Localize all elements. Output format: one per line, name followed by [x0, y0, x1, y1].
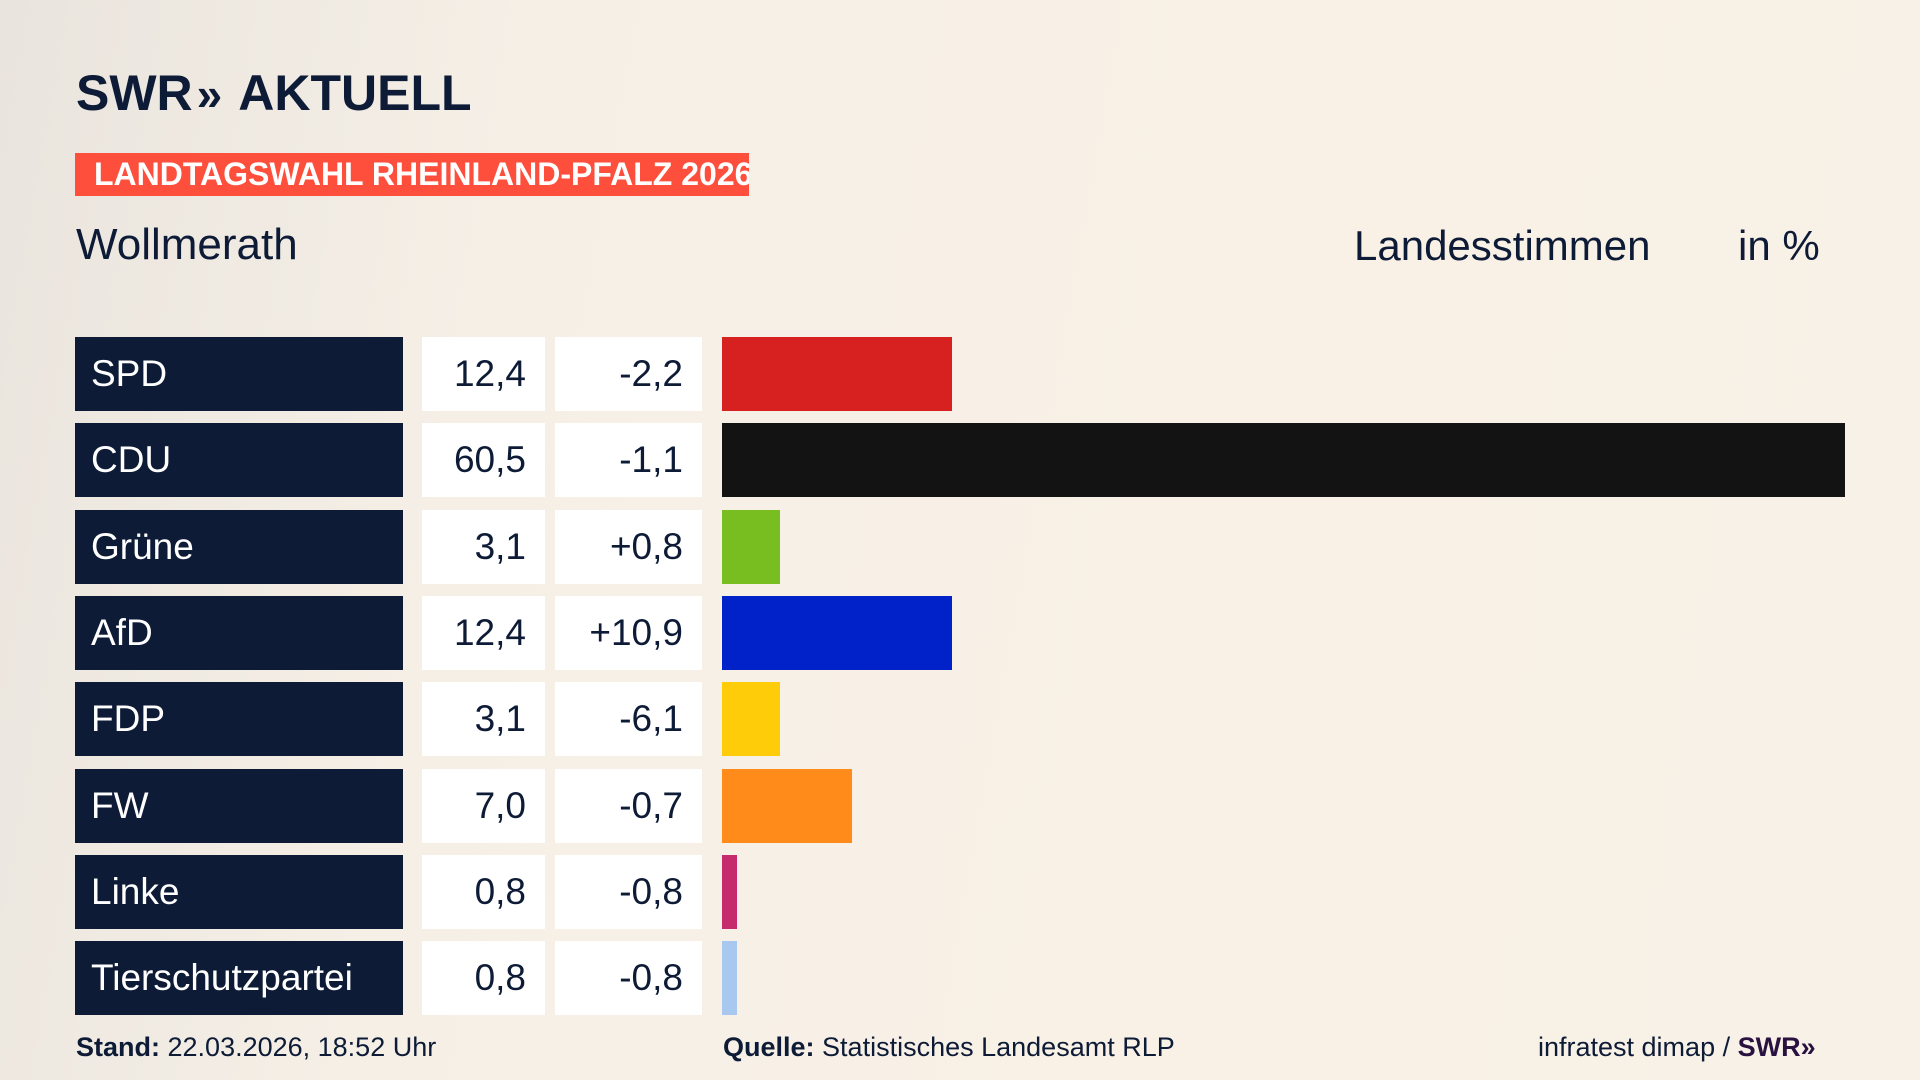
bar-spd: [722, 337, 953, 411]
bar-cdu: [722, 423, 1845, 498]
logo-product: AKTUELL: [238, 65, 472, 121]
result-row-1: CDU 60,5 -1,1: [0, 423, 1920, 498]
vote-share: 3,1: [422, 509, 545, 584]
logo-brand: SWR: [76, 65, 193, 121]
vote-share: 0,8: [422, 854, 545, 929]
vote-change: -6,1: [555, 682, 702, 757]
credit: infratest dimap / SWR»: [1538, 1032, 1816, 1063]
party-name: FW: [75, 768, 403, 843]
vote-share: 60,5: [422, 423, 545, 498]
vote-change: -0,8: [555, 854, 702, 929]
stand-value: 22.03.2026, 18:52 Uhr: [167, 1032, 437, 1062]
vote-change: +10,9: [555, 595, 702, 670]
result-row-6: Linke 0,8 -0,8: [0, 854, 1920, 929]
bar-fw: [722, 768, 852, 843]
source-label: Quelle:: [723, 1032, 815, 1062]
vote-share: 0,8: [422, 941, 545, 1016]
swr-logo-small: SWR»: [1737, 1032, 1816, 1062]
vote-share: 12,4: [422, 595, 545, 670]
party-name: SPD: [75, 337, 403, 411]
result-row-2: Grüne 3,1 +0,8: [0, 509, 1920, 584]
bar-tierschutzpartei: [722, 941, 737, 1016]
party-name: Grüne: [75, 509, 403, 584]
vote-share: 7,0: [422, 768, 545, 843]
bar-afd: [722, 595, 953, 670]
bar-linke: [722, 854, 737, 929]
result-row-5: FW 7,0 -0,7: [0, 768, 1920, 843]
result-row-3: AfD 12,4 +10,9: [0, 595, 1920, 670]
election-banner: LANDTAGSWAHL RHEINLAND-PFALZ 2026: [75, 153, 749, 196]
source: Quelle: Statistisches Landesamt RLP: [723, 1032, 1175, 1063]
party-name: Linke: [75, 854, 403, 929]
party-name: Tierschutzpartei: [75, 941, 403, 1016]
vote-type-label: Landesstimmen: [1354, 222, 1651, 269]
vote-change: -2,2: [555, 337, 702, 411]
party-name: CDU: [75, 423, 403, 498]
vote-change: +0,8: [555, 509, 702, 584]
source-value: Statistisches Landesamt RLP: [822, 1032, 1175, 1062]
result-row-4: FDP 3,1 -6,1: [0, 682, 1920, 757]
timestamp: Stand: 22.03.2026, 18:52 Uhr: [76, 1032, 436, 1063]
vote-change: -0,8: [555, 941, 702, 1016]
vote-share: 12,4: [422, 337, 545, 411]
result-row-0: SPD 12,4 -2,2: [0, 337, 1920, 411]
bar-grüne: [722, 509, 780, 584]
vote-share: 3,1: [422, 682, 545, 757]
party-name: FDP: [75, 682, 403, 757]
bar-fdp: [722, 682, 780, 757]
party-name: AfD: [75, 595, 403, 670]
logo-chevrons-icon: »: [196, 68, 223, 120]
stand-label: Stand:: [76, 1032, 160, 1062]
vote-change: -1,1: [555, 423, 702, 498]
credit-text: infratest dimap /: [1538, 1032, 1731, 1062]
vote-change: -0,7: [555, 768, 702, 843]
result-row-7: Tierschutzpartei 0,8 -0,8: [0, 941, 1920, 1016]
place-title: Wollmerath: [76, 220, 298, 269]
swr-aktuell-logo: SWR» AKTUELL: [76, 68, 472, 118]
unit-label: in %: [1738, 222, 1820, 269]
